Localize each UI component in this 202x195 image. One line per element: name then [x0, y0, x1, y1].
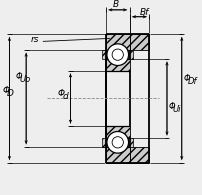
- Text: Φ: Φ: [2, 86, 10, 95]
- Polygon shape: [102, 138, 108, 147]
- Polygon shape: [129, 35, 149, 50]
- Polygon shape: [128, 138, 133, 147]
- Text: Uo: Uo: [19, 75, 31, 84]
- Text: d: d: [63, 92, 68, 101]
- Polygon shape: [129, 147, 149, 162]
- Text: Bf: Bf: [140, 8, 149, 17]
- Text: Φ: Φ: [15, 72, 22, 81]
- Circle shape: [107, 44, 129, 66]
- Circle shape: [107, 131, 129, 153]
- Text: Φ: Φ: [169, 102, 176, 111]
- Text: Φ: Φ: [58, 89, 65, 98]
- Circle shape: [112, 49, 123, 60]
- Text: B: B: [113, 0, 119, 9]
- Text: Ui: Ui: [173, 105, 181, 114]
- Circle shape: [112, 137, 123, 148]
- Text: D: D: [6, 89, 13, 98]
- Polygon shape: [102, 50, 108, 59]
- Text: Φ: Φ: [184, 74, 190, 83]
- Polygon shape: [128, 50, 133, 59]
- Polygon shape: [106, 35, 129, 50]
- Polygon shape: [106, 126, 129, 138]
- Text: Df: Df: [188, 77, 197, 86]
- Polygon shape: [106, 59, 129, 71]
- Polygon shape: [106, 147, 129, 162]
- Text: rs: rs: [31, 35, 40, 44]
